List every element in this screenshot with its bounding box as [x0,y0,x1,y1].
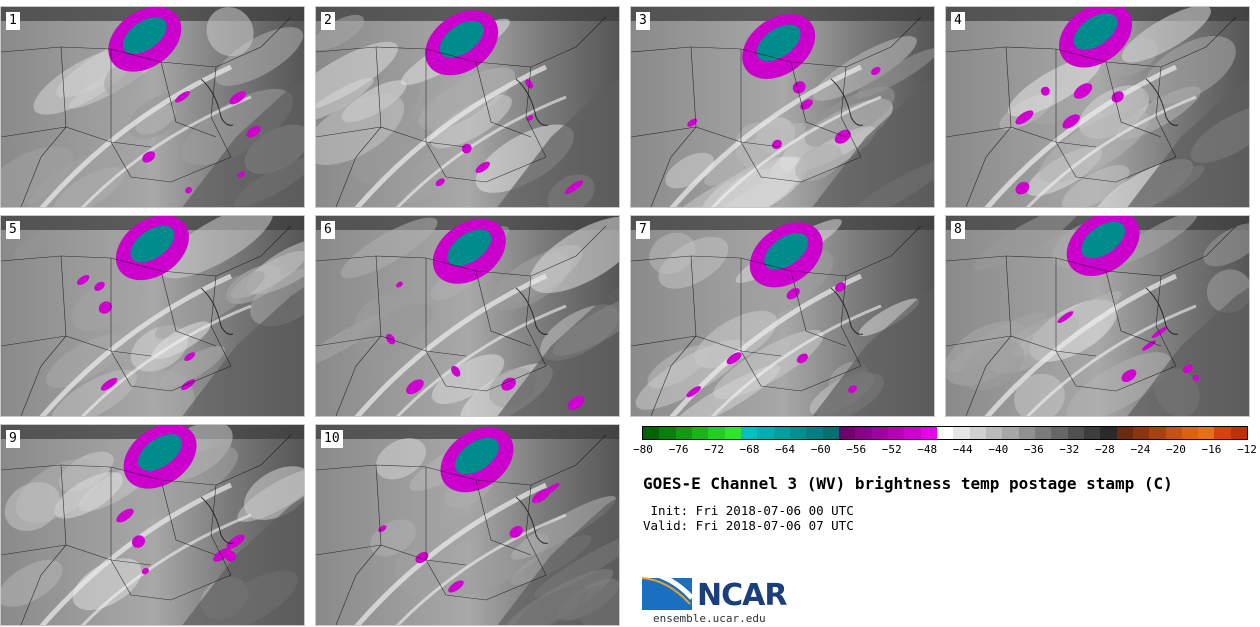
valid-time: Valid: Fri 2018-07-06 07 UTC [643,518,854,533]
colorbar-tick-label: −16 [1201,443,1222,456]
water-vapor-map [1,425,304,625]
colorbar-tick-label: −68 [739,443,760,456]
map-panel-10: 10 [315,424,620,626]
colorbar-tick-label: −20 [1166,443,1186,456]
colorbar-tick-label: −52 [881,443,902,456]
colorbar-segment [789,427,807,439]
colorbar-tick-label: −40 [988,443,1009,456]
panel-number: 3 [636,12,650,30]
ncar-logo-text: NCAR [697,578,787,613]
colorbar-tick-label: −28 [1094,443,1115,456]
panel-number: 6 [321,221,335,239]
water-vapor-map [316,425,619,625]
colorbar-segment [691,427,709,439]
panel-number: 8 [951,221,965,239]
panel-number: 10 [321,430,343,448]
colorbar-segment [1149,427,1166,439]
map-panel-6: 6 [315,215,620,417]
panel-number: 7 [636,221,650,239]
colorbar-segment [773,427,790,439]
colorbar-segment [757,427,774,439]
colorbar-segment [1002,427,1019,439]
colorbar-segment [985,427,1003,439]
colorbar-segment [855,427,872,439]
colorbar-segment [822,427,839,439]
colorbar-tick-label: −44 [952,443,973,456]
chart-title: GOES-E Channel 3 (WV) brightness temp po… [643,474,1173,493]
colorbar-tick-label: −60 [810,443,831,456]
colorbar-segment [1198,427,1215,439]
colorbar-segment [1067,427,1084,439]
colorbar-segment [1018,427,1035,439]
colorbar-segment [1100,427,1117,439]
water-vapor-map [1,7,304,207]
colorbar-tick-label: −12 [1237,443,1257,456]
colorbar-segment [920,427,937,439]
colorbar-segment [1051,427,1068,439]
colorbar-tick-label: −56 [846,443,867,456]
panel-number: 2 [321,12,335,30]
colorbar-segment [1230,427,1248,439]
water-vapor-map [316,216,619,416]
colorbar-segment [659,427,676,439]
colorbar-tick-labels: −80 −76 −72 −68 −64 −60 −56 −52 −48 −44 −40 −36 −32 −… [633,443,1257,457]
colorbar-segment [838,427,856,439]
colorbar-tick-label: −24 [1130,443,1151,456]
map-panel-1: 1 [0,6,305,208]
map-panel-4: 4 [945,6,1250,208]
colorbar-segment [724,427,741,439]
water-vapor-map [946,7,1249,207]
map-panel-8: 8 [945,215,1250,417]
colorbar-segment [969,427,986,439]
colorbar-tick-label: −32 [1059,443,1080,456]
ncar-logo: NCAR ensemble.ucar.edu [641,569,802,625]
water-vapor-map [631,7,934,207]
colorbar-tick-label: −72 [704,443,724,456]
colorbar-segment [1181,427,1199,439]
water-vapor-map [631,216,934,416]
colorbar-segment [1083,427,1101,439]
panel-number: 9 [6,430,20,448]
colorbar-segment [887,427,905,439]
panel-number: 1 [6,12,20,30]
colorbar-segment [1165,427,1182,439]
colorbar-tick-label: −64 [775,443,796,456]
colorbar-segment [1116,427,1133,439]
colorbar-segment [953,427,970,439]
water-vapor-map [946,216,1249,416]
ensemble-url: ensemble.ucar.edu [653,612,766,625]
colorbar-segment [871,427,888,439]
water-vapor-map [1,216,304,416]
colorbar-segment [904,427,921,439]
map-panel-3: 3 [630,6,935,208]
colorbar-segment [708,427,725,439]
colorbar-segment [1132,427,1150,439]
colorbar-tick-label: −36 [1023,443,1044,456]
map-panel-2: 2 [315,6,620,208]
panel-number: 4 [951,12,965,30]
panel-number: 5 [6,221,20,239]
colorbar-segment [675,427,692,439]
colorbar-segment [643,427,660,439]
colorbar-tick-label: −76 [668,443,689,456]
colorbar-tick-label: −80 [633,443,653,456]
colorbar-segment [1214,427,1231,439]
colorbar-segment [1034,427,1052,439]
colorbar-segment [740,427,758,439]
init-time: Init: Fri 2018-07-06 00 UTC [643,503,854,518]
colorbar-tick-label: −48 [917,443,938,456]
map-panel-5: 5 [0,215,305,417]
water-vapor-map [316,7,619,207]
map-panel-9: 9 [0,424,305,626]
map-panel-7: 7 [630,215,935,417]
ncar-logo-mark-icon [641,569,694,610]
colorbar-segment [806,427,823,439]
colorbar-segment [936,427,954,439]
colorbar [642,426,1248,440]
